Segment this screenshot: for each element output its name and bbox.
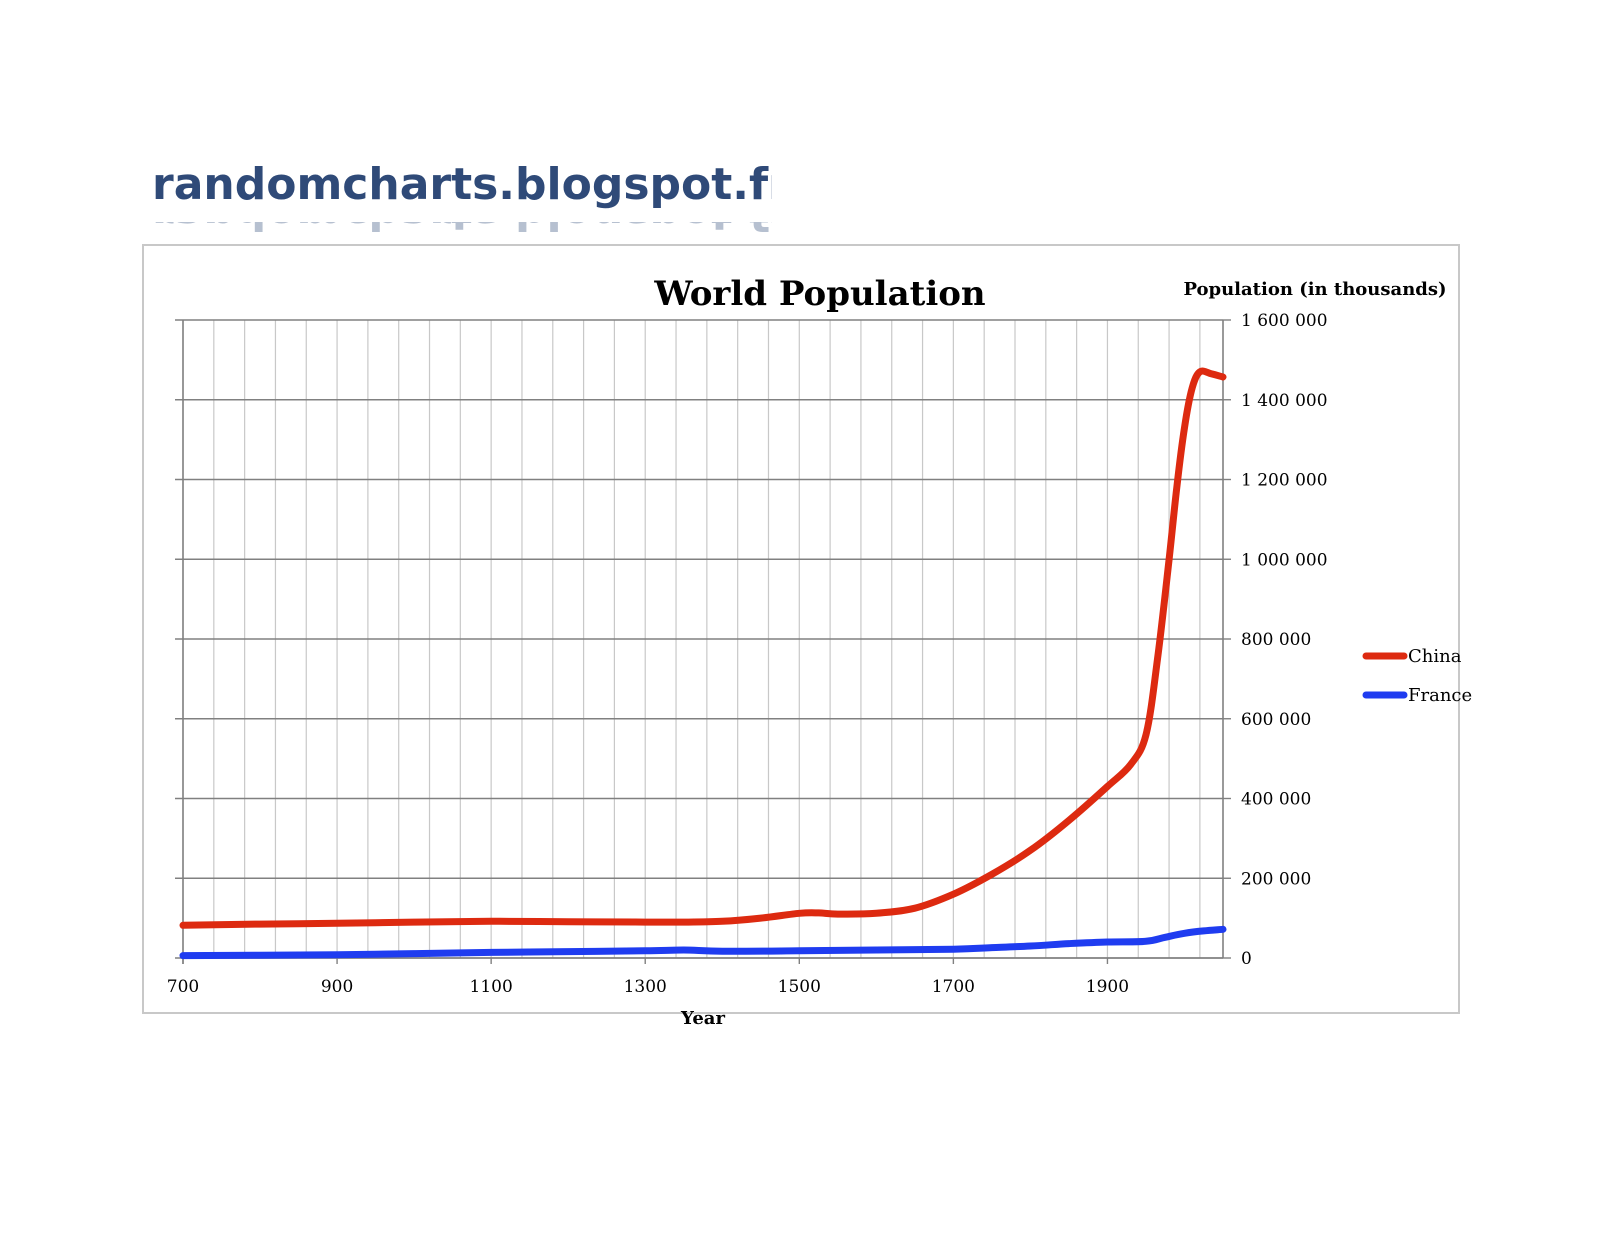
x-tick-label: 1900 (1086, 977, 1129, 997)
x-axis-title: Year (680, 1008, 725, 1029)
x-tick-label: 1700 (932, 977, 975, 997)
chart-title: World Population (653, 274, 985, 314)
watermark-logo: randomcharts.blogspot.fr randomcharts.bl… (152, 158, 772, 238)
y-axis-title: Population (in thousands) (1183, 279, 1446, 300)
y-tick-label: 600 000 (1241, 710, 1311, 730)
y-tick-label: 1 200 000 (1241, 471, 1328, 491)
y-tick-label: 1 400 000 (1241, 391, 1328, 411)
y-tick-label: 400 000 (1241, 790, 1311, 810)
france-series-line (179, 925, 1227, 960)
legend-france-label: France (1408, 685, 1472, 706)
y-tick-label: 1 000 000 (1241, 550, 1328, 570)
x-tick-label: 1100 (470, 977, 513, 997)
x-tick-label: 1500 (778, 977, 821, 997)
label-layer: World Population Population (in thousand… (167, 274, 1447, 1029)
grid-layer (175, 319, 1223, 959)
x-tick-label: 1300 (624, 977, 667, 997)
china-series-line (179, 367, 1227, 929)
legend-china-label: China (1408, 646, 1462, 667)
x-tick-label: 900 (321, 977, 353, 997)
y-tick-label: 1 600 000 (1241, 311, 1328, 331)
chart-frame (142, 244, 1460, 1014)
series-layer (179, 367, 1227, 960)
y-tick-label: 0 (1241, 949, 1252, 969)
y-tick-label: 200 000 (1241, 869, 1311, 889)
x-tick-label: 700 (167, 977, 199, 997)
watermark-text: randomcharts.blogspot.fr (152, 159, 772, 210)
legend: China France (1362, 646, 1472, 706)
y-tick-label: 800 000 (1241, 630, 1311, 650)
